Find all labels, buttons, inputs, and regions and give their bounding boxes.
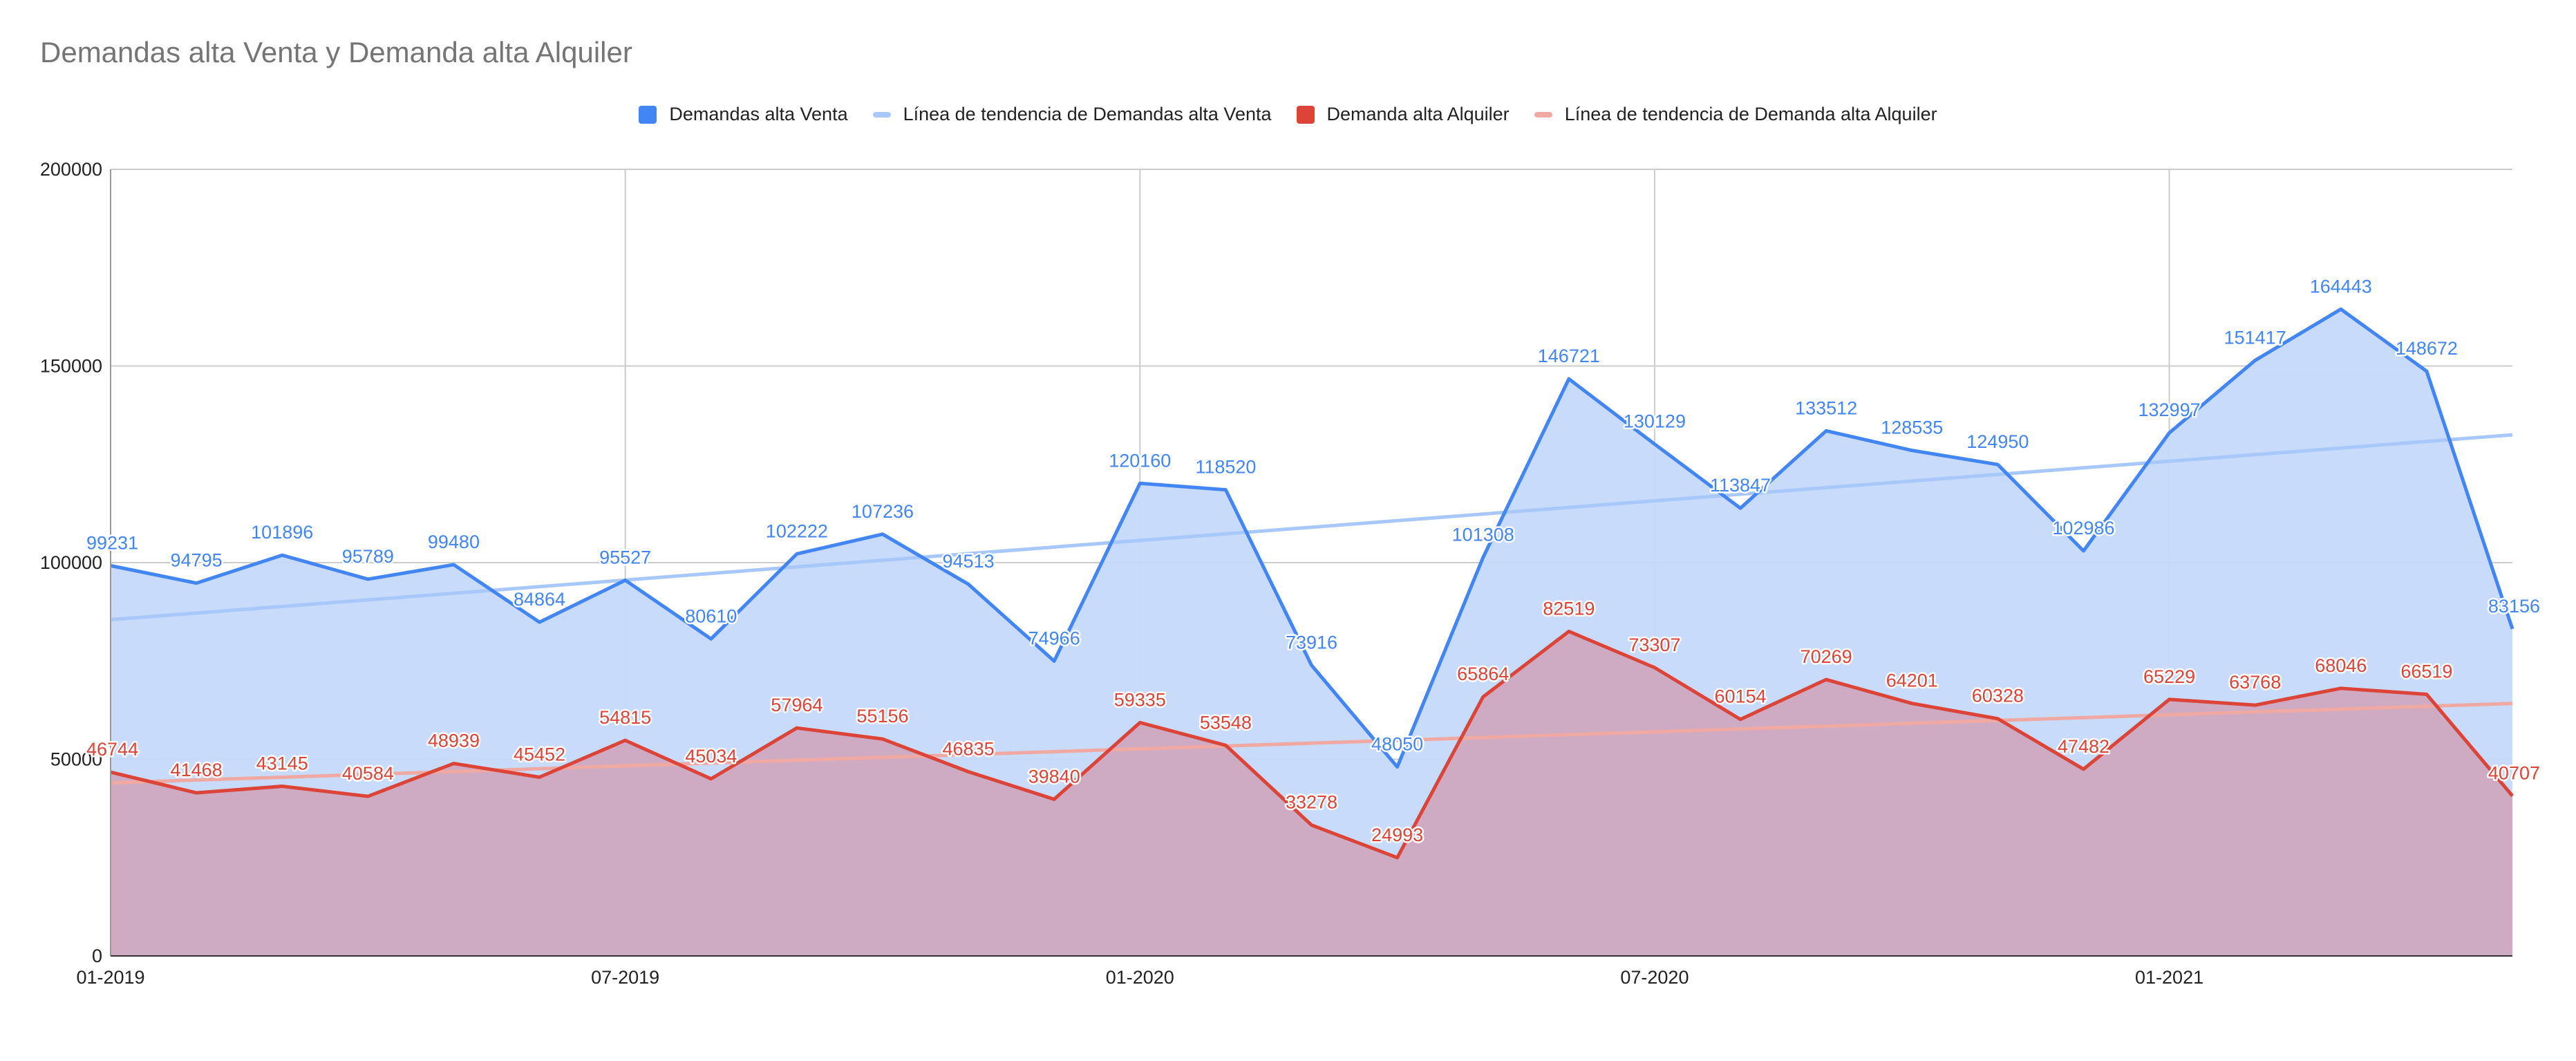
- data-label-s0-6: 95527: [599, 547, 651, 567]
- data-label-s0-8: 102222: [766, 520, 828, 541]
- data-label-s0-17: 146721: [1538, 346, 1600, 366]
- area-series-1: [111, 631, 2512, 956]
- data-label-s1-1: 41468: [171, 760, 223, 780]
- y-tick-label-3: 150000: [40, 356, 102, 377]
- legend-swatch-alquiler: [1296, 105, 1315, 124]
- line-series-0: [110, 307, 2514, 769]
- data-label-s1-26: 68046: [2315, 655, 2367, 676]
- legend-swatch-venta: [639, 105, 657, 124]
- series-lines: [110, 307, 2514, 860]
- data-label-s0-5: 84864: [514, 589, 565, 610]
- data-label-s0-16: 101308: [1452, 525, 1514, 545]
- data-label-s0-9: 107236: [852, 501, 914, 522]
- x-tick-label-0: 01-2019: [76, 967, 144, 988]
- data-label-s0-24: 132997: [2138, 400, 2201, 420]
- data-label-s0-4: 99480: [428, 532, 480, 552]
- data-label-s1-25: 63768: [2229, 672, 2281, 693]
- data-label-s1-3: 40584: [342, 763, 394, 784]
- legend-item-trend-alquiler[interactable]: Línea de tendencia de Demanda alta Alqui…: [1534, 104, 1937, 125]
- data-label-s1-16: 65864: [1457, 664, 1509, 684]
- data-labels: 99231 94795 101896 95789 99480 84864 95527 8061…: [85, 274, 2542, 847]
- trend-lines: [110, 433, 2513, 785]
- chart-legend: Demandas alta Venta Línea de tendencia d…: [0, 104, 2576, 125]
- data-label-s0-11: 74966: [1028, 628, 1080, 648]
- data-label-s0-7: 80610: [685, 605, 737, 626]
- x-tick-label-3: 07-2020: [1620, 967, 1689, 988]
- legend-label-trend-alquiler: Línea de tendencia de Demanda alta Alqui…: [1564, 104, 1937, 124]
- data-label-s0-28: 83156: [2488, 596, 2540, 617]
- legend-item-venta[interactable]: Demandas alta Venta: [639, 104, 848, 125]
- legend-label-venta: Demandas alta Venta: [669, 104, 848, 124]
- data-label-s0-0: 99231: [86, 532, 138, 553]
- legend-swatch-trend-venta: [872, 111, 891, 118]
- axes: 0 50000 100000 150000 200000 01-2019 07-2019 01…: [40, 159, 2512, 988]
- legend-item-trend-venta[interactable]: Línea de tendencia de Demandas alta Vent…: [872, 104, 1272, 125]
- chart-title: Demandas alta Venta y Demanda alta Alqui…: [40, 36, 632, 68]
- data-label-s1-7: 45034: [685, 746, 737, 767]
- data-label-s0-2: 101896: [251, 522, 313, 543]
- data-label-s1-2: 43145: [256, 753, 308, 774]
- x-tick-label-1: 07-2019: [591, 967, 659, 988]
- data-label-s0-3: 95789: [342, 546, 394, 567]
- data-label-s0-21: 128535: [1881, 417, 1943, 438]
- legend-label-trend-venta: Línea de tendencia de Demandas alta Vent…: [903, 104, 1272, 124]
- data-label-s0-22: 124950: [1966, 431, 2029, 452]
- data-label-s1-15: 24993: [1371, 825, 1423, 845]
- y-tick-label-0: 0: [92, 946, 102, 966]
- data-label-s0-25: 151417: [2224, 327, 2286, 348]
- data-label-s0-13: 118520: [1195, 457, 1256, 478]
- legend-label-alquiler: Demanda alta Alquiler: [1326, 104, 1510, 124]
- data-label-s1-22: 60328: [1972, 686, 2024, 706]
- y-tick-label-1: 50000: [50, 749, 102, 770]
- data-label-s0-10: 94513: [943, 551, 995, 572]
- data-label-s1-0: 46744: [86, 739, 138, 760]
- data-label-s1-10: 46835: [943, 739, 995, 760]
- data-label-s1-23: 47482: [2058, 736, 2109, 757]
- data-label-s0-23: 102986: [2052, 518, 2114, 538]
- data-label-s0-19: 113847: [1710, 475, 1771, 496]
- data-label-s1-24: 65229: [2143, 666, 2195, 687]
- data-label-s1-19: 60154: [1714, 686, 1766, 707]
- line-series-1: [110, 629, 2514, 860]
- data-label-s0-20: 133512: [1795, 397, 1857, 418]
- x-tick-label-2: 01-2020: [1106, 967, 1174, 988]
- data-label-s0-18: 130129: [1624, 411, 1686, 432]
- data-label-s1-13: 53548: [1200, 712, 1252, 733]
- data-label-s1-6: 54815: [599, 707, 651, 728]
- data-label-s1-18: 73307: [1628, 635, 1680, 655]
- data-label-s1-11: 39840: [1028, 766, 1080, 787]
- data-label-s1-27: 66519: [2400, 661, 2452, 682]
- data-label-s1-8: 57964: [771, 695, 822, 715]
- data-label-s1-9: 55156: [856, 706, 908, 726]
- data-label-s0-14: 73916: [1286, 632, 1337, 652]
- data-label-s1-17: 82519: [1543, 598, 1595, 619]
- trendline-1: [110, 702, 2513, 785]
- data-label-s1-4: 48939: [428, 731, 480, 751]
- series-areas: [111, 309, 2512, 956]
- y-tick-label-2: 100000: [40, 552, 102, 573]
- data-label-s1-14: 33278: [1286, 792, 1337, 813]
- data-label-s0-15: 48050: [1371, 734, 1423, 755]
- trendline-0: [110, 433, 2513, 621]
- data-label-s0-1: 94795: [171, 550, 223, 571]
- data-label-s0-27: 148672: [2396, 338, 2458, 359]
- data-label-s1-20: 70269: [1801, 646, 1852, 667]
- legend-item-alquiler[interactable]: Demanda alta Alquiler: [1296, 104, 1510, 125]
- x-tick-label-4: 01-2021: [2135, 967, 2203, 988]
- y-tick-label-4: 200000: [40, 159, 102, 180]
- data-label-s1-21: 64201: [1886, 670, 1938, 691]
- data-label-s0-12: 120160: [1109, 450, 1171, 471]
- data-label-s1-12: 59335: [1114, 689, 1166, 710]
- data-label-s1-5: 45452: [514, 744, 565, 764]
- data-label-s1-28: 40707: [2488, 762, 2540, 783]
- legend-swatch-trend-alquiler: [1534, 111, 1552, 118]
- data-label-s0-26: 164443: [2310, 276, 2372, 297]
